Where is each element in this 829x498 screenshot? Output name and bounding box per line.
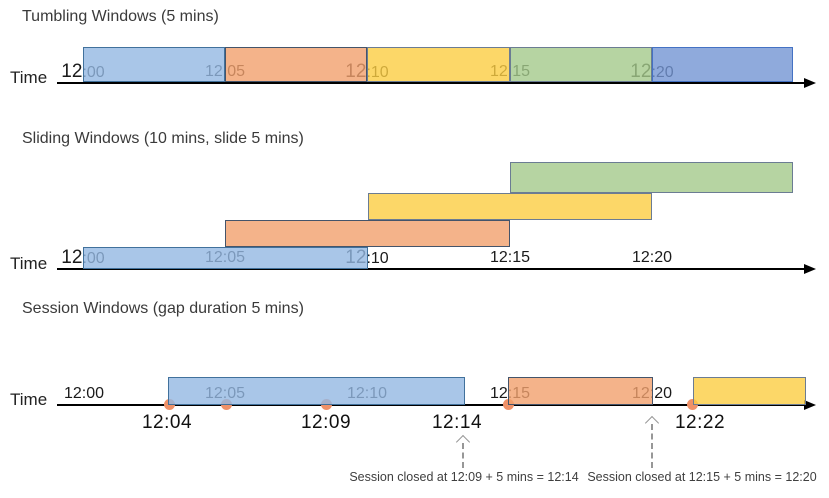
window-bar <box>83 47 225 82</box>
event-time-label: 12:09 <box>300 412 352 433</box>
time-axis-label: Time <box>10 254 48 273</box>
tick-minutes: :20 <box>649 249 673 266</box>
window-bar <box>168 377 465 405</box>
event-dot <box>687 399 698 410</box>
tick-minutes: :00 <box>81 385 105 402</box>
tick-label: 12:00 <box>64 384 104 404</box>
tick-hour: 12 <box>631 249 650 266</box>
axis-line <box>57 404 806 406</box>
event-time-label: 12:04 <box>141 412 193 433</box>
axis-arrowhead <box>804 264 816 274</box>
annotation: Session closed at 12:15 + 5 mins = 12:20 <box>587 470 817 484</box>
tick-hour: 12 <box>61 61 83 82</box>
window-bar <box>693 377 806 405</box>
tick-minutes: :10 <box>366 250 389 267</box>
dashed-arrow-stem <box>651 424 653 468</box>
tick-minutes: :20 <box>649 385 673 402</box>
tick-hour: 12 <box>61 247 83 268</box>
time-axis-label: Time <box>10 390 48 409</box>
section-title-sliding: Sliding Windows (10 mins, slide 5 mins) <box>22 130 304 147</box>
window-bar <box>508 377 653 405</box>
window-bar <box>510 47 652 82</box>
axis-line <box>57 82 806 84</box>
axis-arrowhead <box>804 78 816 88</box>
tick-minutes: :15 <box>507 249 531 266</box>
axis-arrowhead <box>804 400 816 410</box>
tick-label: 12:20 <box>632 248 672 268</box>
time-axis-label: Time <box>10 68 48 87</box>
dashed-arrow-stem <box>462 443 464 468</box>
tick-hour: 12 <box>63 385 82 402</box>
event-time-label: 12:14 <box>431 412 483 433</box>
event-time-label: 12:22 <box>674 412 726 433</box>
window-bar <box>368 193 652 220</box>
section-title-tumbling: Tumbling Windows (5 mins) <box>22 8 219 25</box>
annotation: Session closed at 12:09 + 5 mins = 12:14 <box>349 470 579 484</box>
axis-line <box>57 268 806 270</box>
tick-label: 12:15 <box>490 248 530 268</box>
window-bar <box>83 247 368 269</box>
window-bar <box>652 47 793 82</box>
window-bar <box>225 220 510 247</box>
window-bar <box>225 47 367 82</box>
window-bar <box>510 162 793 193</box>
window-bar <box>367 47 510 82</box>
tick-hour: 12 <box>489 385 508 402</box>
section-title-session: Session Windows (gap duration 5 mins) <box>22 300 304 317</box>
tick-hour: 12 <box>489 249 508 266</box>
